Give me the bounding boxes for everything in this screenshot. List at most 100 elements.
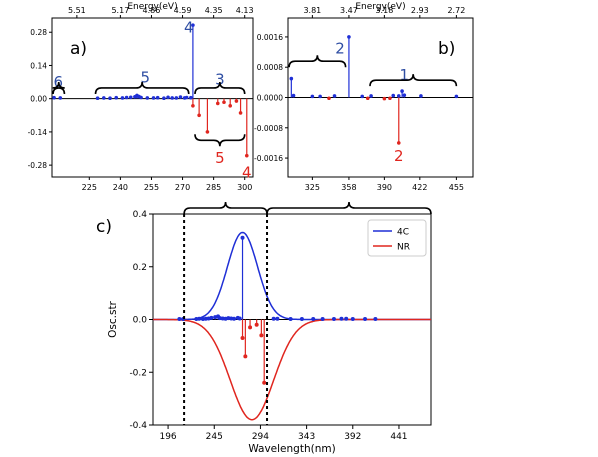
panel-a-frame <box>51 17 254 178</box>
panel-b-stem-marker <box>365 96 370 101</box>
panel-a-top-tick-label: 4.86 <box>143 6 161 15</box>
panel-c-stem-marker <box>254 322 259 327</box>
panel-b-top-axis-title: Energy(eV) <box>355 2 405 12</box>
panel-b-stem-marker <box>310 94 315 99</box>
panel-c-x-axis-label: Wavelength(nm) <box>248 443 335 455</box>
panel-c-x-tick-label: 343 <box>298 432 315 442</box>
panel-c-stem-marker <box>339 316 344 321</box>
panel-a-stem-marker <box>228 104 233 108</box>
panel-a-stem-marker <box>215 101 220 106</box>
panel-b-stem-marker <box>391 93 396 98</box>
panel-a-group-label: 5 <box>215 149 225 167</box>
panel-a-y-tick-label: 0.28 <box>30 28 47 37</box>
panel-b-brace <box>288 55 347 68</box>
panel-a-stem-marker <box>108 96 112 101</box>
panel-a-brace <box>194 81 246 94</box>
panel-b-stem-marker <box>332 94 337 98</box>
panel-c-stem-marker <box>197 316 202 321</box>
panel-b-top-tick-label: 2.93 <box>411 6 429 15</box>
panel-a-top-tick-label: 5.51 <box>68 6 86 15</box>
panel-a-stem-marker <box>124 95 129 100</box>
panel-a-stem-marker <box>155 95 160 100</box>
panel-c-stem-marker <box>299 316 304 321</box>
panel-b-stem-marker <box>396 94 401 98</box>
panel-c-y-tick-label: 0.0 <box>133 316 148 326</box>
panel-b-group-label: 2 <box>394 147 404 165</box>
panel-b-stem-marker <box>388 96 392 101</box>
panel-a-label: a) <box>70 39 87 59</box>
panel-a-stem-marker <box>234 99 239 103</box>
panel-c-stem-marker <box>240 235 245 240</box>
panel-a-y-tick-label: -0.28 <box>28 161 48 170</box>
panel-b-group-label: 2 <box>335 39 345 57</box>
panel-a-stem-marker <box>151 96 156 100</box>
panel-c-stem-marker <box>248 325 253 330</box>
panel-a-group-label: 5 <box>140 68 150 86</box>
panel-a-stem-marker <box>197 113 201 118</box>
panel-c-legend <box>367 219 427 257</box>
panel-b-y-tick-label: 0.0008 <box>257 63 283 72</box>
panel-a-stem-marker <box>52 95 56 100</box>
panel-c-y-tick-label: 0.4 <box>133 210 148 220</box>
panel-c-x-tick-label: 441 <box>390 432 407 442</box>
panel-a-stem-marker <box>162 96 166 101</box>
panel-c-stem-marker <box>259 333 264 338</box>
panel-a-brace <box>94 81 190 94</box>
panel-a-brace <box>52 81 66 94</box>
panel-b-top-tick-label: 2.72 <box>447 6 465 15</box>
panel-a-y-tick-label: 0.00 <box>30 95 47 104</box>
panel-c-stem-marker <box>350 316 355 321</box>
panel-a-stem-marker <box>166 95 170 100</box>
panel-c-stem-marker <box>363 316 368 321</box>
panel-a-stem-marker <box>189 95 193 100</box>
panel-c-stem-marker <box>240 335 245 340</box>
panel-c-stem-marker <box>243 354 248 359</box>
panel-c-curve-nr <box>153 318 431 421</box>
panel-b-stem-marker <box>347 35 351 39</box>
panel-b-x-tick-label: 390 <box>377 183 392 192</box>
panel-c-stem-marker <box>344 316 349 321</box>
panel-b-stem-marker <box>419 94 423 98</box>
panel-c-x-tick-label: 196 <box>159 432 176 442</box>
legend-label-nr: NR <box>397 243 410 253</box>
panel-c-stem-marker <box>275 316 280 321</box>
panel-a-group-label: 4 <box>184 18 194 36</box>
panel-c-stem-marker <box>288 316 293 321</box>
panel-c-stem-marker <box>209 315 214 320</box>
panel-b-label: b) <box>438 39 455 59</box>
panel-a-stem-marker <box>139 95 143 100</box>
panel-a-brace <box>194 134 246 147</box>
panel-a-stem-marker <box>58 96 63 100</box>
panel-a-stem-marker <box>128 95 133 100</box>
panel-a-stem-marker <box>191 104 195 108</box>
panel-c-y-axis-label: Osc.str <box>107 300 119 337</box>
panel-c-stem-marker <box>262 380 267 385</box>
panel-c-y-tick-label: 0.2 <box>133 263 147 273</box>
panel-b-brace <box>369 74 458 87</box>
panel-b-x-tick-label: 422 <box>412 183 427 192</box>
panel-c-stem-marker <box>320 316 325 321</box>
panel-b-stem-marker <box>402 93 407 98</box>
panel-a-stem-marker <box>191 23 195 27</box>
panel-a-stem-marker <box>244 153 249 158</box>
panel-b-group-label: 1 <box>400 66 410 84</box>
panel-c-x-tick-label: 294 <box>252 432 269 442</box>
panel-a-x-tick-label: 240 <box>113 183 128 192</box>
panel-a-top-axis-title: Energy(eV) <box>127 2 177 12</box>
panel-b-stem-marker <box>400 89 404 93</box>
panel-c-stem-marker <box>271 316 276 321</box>
panel-a-top-tick-label: 4.59 <box>174 6 192 15</box>
panel-a-group-label: 3 <box>215 71 225 89</box>
panel-a-top-tick-label: 4.35 <box>205 6 223 15</box>
panel-a-stem-marker <box>120 96 125 100</box>
panel-c-brace <box>183 201 268 215</box>
panel-b-y-tick-label: 0.0016 <box>257 33 283 42</box>
panel-b-x-tick-label: 325 <box>305 183 320 192</box>
panel-c-brace <box>266 201 432 215</box>
panel-b-stem-marker <box>318 94 322 99</box>
panel-a-stem-marker <box>238 111 243 115</box>
panel-b-stem-marker <box>327 96 331 101</box>
panel-c-stem-marker <box>331 316 336 321</box>
panel-b-stem-marker <box>360 94 365 99</box>
